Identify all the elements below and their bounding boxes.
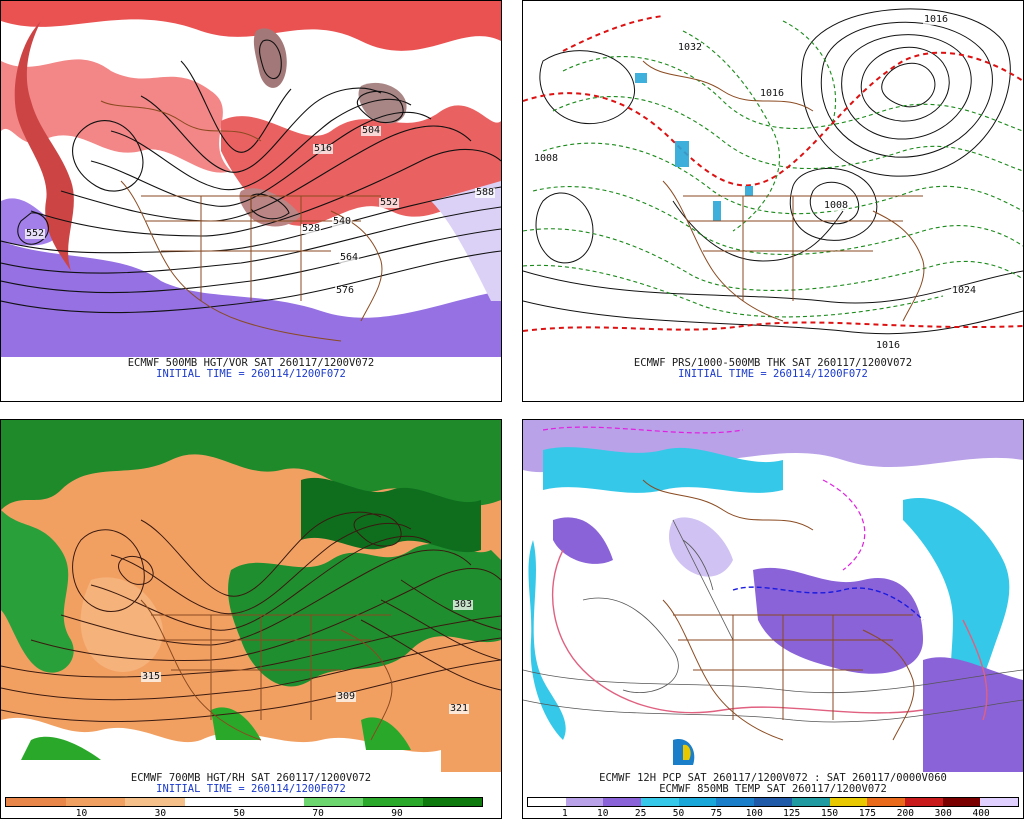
pcp-swatch-5 (716, 798, 755, 806)
isobar-label: 1032 (677, 42, 704, 53)
contour-label: 540 (332, 216, 353, 227)
contour-label: 303 (453, 599, 474, 610)
contour-label: 315 (141, 671, 162, 682)
rh-tick: 70 (312, 808, 324, 819)
panel-init-time: INITIAL TIME = 260114/1200F072 (156, 783, 346, 795)
isobar-label: 1016 (759, 88, 786, 99)
map-700mb: 315 309 321 303 (1, 420, 501, 772)
contour-label: 552 (379, 197, 400, 208)
contour-label: 552 (25, 228, 46, 239)
rh-swatch-5 (303, 798, 363, 806)
pcp-colorbar (527, 797, 1019, 807)
pcp-tick: 100 (745, 808, 763, 819)
pcp-tick: 125 (783, 808, 801, 819)
contour-label: 309 (336, 691, 357, 702)
contour-label: 528 (301, 223, 322, 234)
pcp-tick: 200 (896, 808, 914, 819)
map-prs-thk: 1032 1016 1008 1008 1024 1016 1016 (523, 1, 1023, 353)
pcp-swatch-0 (528, 798, 566, 806)
pcp-swatch-8 (829, 798, 868, 806)
pcp-swatch-4 (678, 798, 717, 806)
rh-tick: 10 (75, 808, 88, 819)
contour-label: 321 (449, 703, 470, 714)
contour-label: 516 (313, 143, 334, 154)
pcp-swatch-6 (754, 798, 792, 806)
rh-swatch-4 (244, 798, 304, 806)
isobar-label: 1024 (951, 285, 978, 296)
rh-swatch-2 (125, 798, 185, 806)
panel-500mb-hgt-vor: 516 504 552 540 528 564 576 588 552 ECMW… (0, 0, 502, 402)
pcp-tick: 1 (562, 808, 568, 819)
panel-title: ECMWF PRS/1000-500MB THK SAT 260117/1200… (633, 357, 913, 369)
rh-tick: 30 (154, 808, 167, 819)
pcp-swatch-2 (603, 798, 642, 806)
pcp-swatch-9 (867, 798, 905, 806)
pcp-swatch-7 (791, 798, 830, 806)
contour-label: 576 (335, 285, 356, 296)
pcp-tick: 25 (634, 808, 647, 819)
isobar-label: 1008 (533, 153, 560, 164)
rh-colorbar-ticks: 10 30 50 70 90 (5, 808, 483, 820)
panel-title: ECMWF 700MB HGT/RH SAT 260117/1200V072 (130, 772, 372, 784)
isobar-label: 1008 (823, 200, 850, 211)
isobar-label: 1016 (923, 14, 950, 25)
pcp-colorbar-ticks: 1 10 25 50 75 100 125 150 175 200 300 40… (527, 808, 1019, 820)
pcp-tick: 150 (820, 808, 839, 819)
map-500mb: 516 504 552 540 528 564 576 588 552 (1, 1, 501, 357)
isobar-label: 1016 (875, 340, 902, 351)
pcp-tick: 50 (672, 808, 685, 819)
map-pcp (523, 420, 1023, 772)
pcp-tick: 175 (858, 808, 877, 819)
pcp-swatch-10 (904, 798, 943, 806)
contour-label: 504 (361, 125, 382, 136)
panel-title: ECMWF 500MB HGT/VOR SAT 260117/1200V072 (127, 357, 375, 369)
rh-swatch-3 (184, 798, 244, 806)
panel-init-time: INITIAL TIME = 260114/1200F072 (678, 368, 868, 380)
pcp-swatch-12 (980, 798, 1018, 806)
panel-prs-thk: 1032 1016 1008 1008 1024 1016 1016 ECMWF… (522, 0, 1024, 402)
panel-700mb-hgt-rh: 315 309 321 303 ECMWF 700MB HGT/RH SAT 2… (0, 419, 502, 819)
pcp-swatch-1 (565, 798, 604, 806)
pcp-swatch-3 (641, 798, 679, 806)
contour-label: 588 (475, 187, 496, 198)
pcp-tick: 300 (934, 808, 952, 819)
rh-swatch-1 (65, 798, 125, 806)
contour-label: 564 (339, 252, 360, 263)
panel-title: ECMWF 12H PCP SAT 260117/1200V072 : SAT … (599, 772, 947, 784)
rh-tick: 90 (391, 808, 403, 819)
rh-swatch-6 (363, 798, 423, 806)
pcp-swatch-11 (942, 798, 981, 806)
rh-swatch-7 (422, 798, 482, 806)
rh-colorbar (5, 797, 483, 807)
pcp-tick: 400 (972, 808, 990, 819)
panel-850-temp-title: ECMWF 850MB TEMP SAT 260117/1200V072 (659, 783, 887, 795)
panel-init-time: INITIAL TIME = 260114/1200F072 (156, 368, 346, 380)
panel-pcp-850temp: ECMWF 12H PCP SAT 260117/1200V072 : SAT … (522, 419, 1024, 819)
rh-tick: 50 (233, 808, 245, 819)
pcp-tick: 75 (710, 808, 723, 819)
rh-swatch-0 (6, 798, 66, 806)
pcp-tick: 10 (597, 808, 609, 819)
